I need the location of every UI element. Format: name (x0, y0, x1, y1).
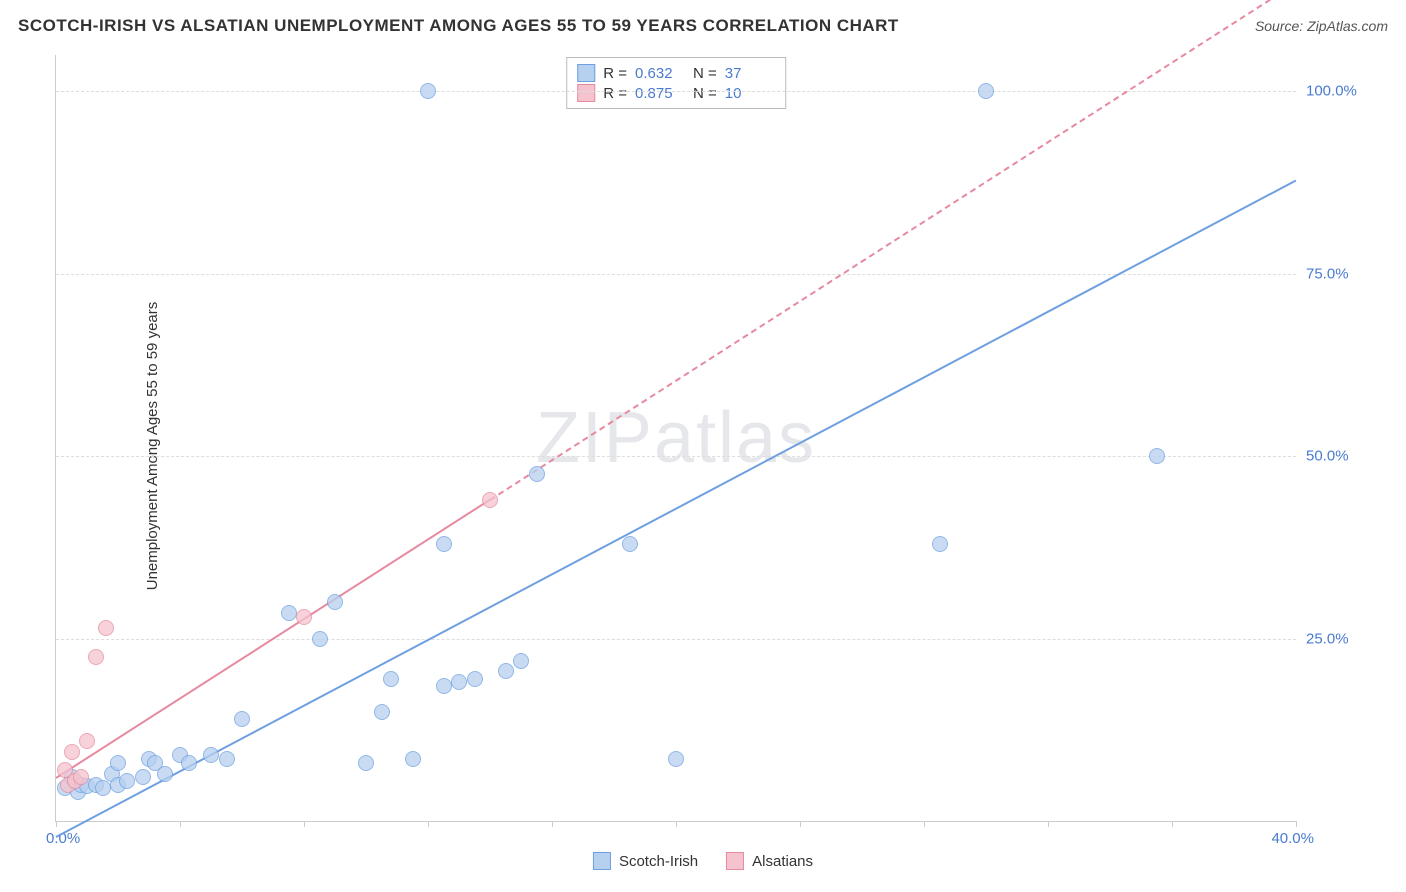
legend-swatch (577, 84, 595, 102)
data-point (405, 751, 421, 767)
xtick (56, 821, 57, 827)
legend-n-label: N = (693, 65, 717, 82)
xtick (676, 821, 677, 827)
data-point (978, 83, 994, 99)
data-point (135, 769, 151, 785)
legend-n-value: 10 (725, 85, 775, 102)
data-point (234, 711, 250, 727)
data-point (374, 704, 390, 720)
correlation-legend: R = 0.632 N = 37 R = 0.875 N = 10 (566, 57, 786, 109)
ytick-label: 50.0% (1306, 448, 1386, 465)
watermark: ZIPatlas (536, 397, 816, 479)
legend-swatch (593, 852, 611, 870)
data-point (88, 649, 104, 665)
data-point (327, 594, 343, 610)
data-point (513, 653, 529, 669)
series-legend-item: Alsatians (726, 852, 813, 870)
series-legend: Scotch-Irish Alsatians (593, 852, 813, 870)
data-point (498, 663, 514, 679)
legend-r-label: R = (603, 65, 627, 82)
data-point (482, 492, 498, 508)
data-point (932, 536, 948, 552)
data-point (436, 678, 452, 694)
series-label: Alsatians (752, 853, 813, 870)
data-point (219, 751, 235, 767)
legend-row: R = 0.875 N = 10 (577, 84, 775, 102)
legend-n-label: N = (693, 85, 717, 102)
xtick (1296, 821, 1297, 827)
data-point (358, 755, 374, 771)
xtick (304, 821, 305, 827)
data-point (73, 769, 89, 785)
data-point (296, 609, 312, 625)
legend-row: R = 0.632 N = 37 (577, 64, 775, 82)
gridline-h (56, 456, 1296, 457)
ytick-label: 25.0% (1306, 630, 1386, 647)
data-point (281, 605, 297, 621)
data-point (467, 671, 483, 687)
legend-r-label: R = (603, 85, 627, 102)
gridline-h (56, 639, 1296, 640)
legend-swatch (577, 64, 595, 82)
xtick (428, 821, 429, 827)
legend-r-value: 0.875 (635, 85, 685, 102)
data-point (436, 536, 452, 552)
data-point (110, 755, 126, 771)
data-point (1149, 448, 1165, 464)
trend-line (56, 179, 1297, 837)
xtick (1172, 821, 1173, 827)
data-point (668, 751, 684, 767)
xtick (180, 821, 181, 827)
data-point (64, 744, 80, 760)
data-point (157, 766, 173, 782)
data-point (181, 755, 197, 771)
data-point (79, 733, 95, 749)
data-point (95, 780, 111, 796)
legend-r-value: 0.632 (635, 65, 685, 82)
series-legend-item: Scotch-Irish (593, 852, 698, 870)
data-point (119, 773, 135, 789)
gridline-h (56, 274, 1296, 275)
gridline-h (56, 91, 1296, 92)
data-point (312, 631, 328, 647)
legend-n-value: 37 (725, 65, 775, 82)
source-credit: Source: ZipAtlas.com (1255, 18, 1388, 34)
ytick-label: 100.0% (1306, 83, 1386, 100)
legend-swatch (726, 852, 744, 870)
scatter-plot: ZIPatlas R =0.632N =37R =0.875N =10 25.0… (55, 55, 1296, 822)
series-label: Scotch-Irish (619, 853, 698, 870)
data-point (622, 536, 638, 552)
xtick (924, 821, 925, 827)
chart-title: SCOTCH-IRISH VS ALSATIAN UNEMPLOYMENT AM… (18, 16, 899, 36)
xtick (1048, 821, 1049, 827)
data-point (383, 671, 399, 687)
ytick-label: 75.0% (1306, 265, 1386, 282)
data-point (203, 747, 219, 763)
data-point (451, 674, 467, 690)
x-max-label: 40.0% (1271, 830, 1314, 847)
data-point (98, 620, 114, 636)
data-point (420, 83, 436, 99)
data-point (529, 466, 545, 482)
xtick (800, 821, 801, 827)
xtick (552, 821, 553, 827)
